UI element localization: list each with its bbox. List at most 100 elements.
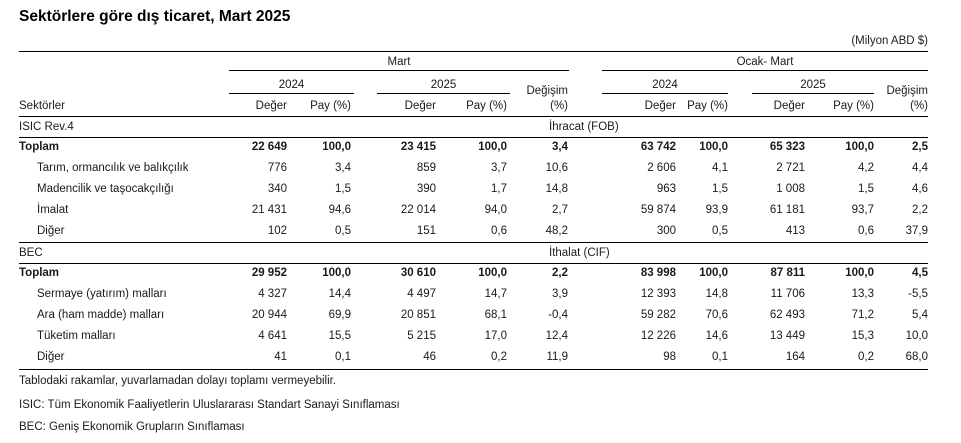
value-header: Değer (773, 100, 805, 112)
table-cell: 62 493 (769, 309, 805, 321)
row-label: Diğer (37, 351, 65, 363)
table-cell: 17,0 (484, 330, 507, 342)
ocak-mart-group-rule (602, 70, 928, 71)
group-header-mart: Mart (387, 56, 411, 68)
year-header-ocak-2025: 2025 (800, 79, 826, 91)
table-cell: 68,0 (905, 351, 928, 363)
table-cell: 4 327 (258, 288, 287, 300)
table-cell: 29 952 (251, 267, 287, 279)
table-cell: 63 742 (640, 141, 676, 153)
table-cell: 3,4 (335, 162, 351, 174)
table-cell: 2 721 (776, 162, 805, 174)
table-cell: 413 (785, 225, 805, 237)
table-cell: 94,0 (484, 204, 507, 216)
table-cell: 102 (267, 225, 287, 237)
table-cell: 100,0 (478, 267, 507, 279)
table-cell: 2,2 (552, 267, 568, 279)
row-label: Tüketim malları (37, 330, 116, 342)
table-cell: 13 449 (769, 330, 805, 342)
table-bottom-rule (19, 369, 928, 370)
section-rule (19, 242, 928, 243)
section-rule (19, 263, 928, 264)
section-title-imports: İthalat (CIF) (549, 247, 610, 259)
table-cell: 68,1 (484, 309, 507, 321)
table-cell: 12,4 (545, 330, 568, 342)
table-cell: 963 (656, 183, 676, 195)
table-cell: 859 (416, 162, 436, 174)
table-cell: 37,9 (905, 225, 928, 237)
year-header-mart-2024: 2024 (278, 79, 305, 91)
table-cell: 70,6 (705, 309, 728, 321)
table-cell: 11 706 (770, 288, 805, 300)
table-cell: 300 (656, 225, 676, 237)
table-cell: 2,2 (912, 204, 928, 216)
row-label: Tarım, ormancılık ve balıkçılık (37, 162, 189, 174)
row-label: Diğer (37, 225, 65, 237)
table-cell: 1,5 (335, 183, 351, 195)
table-cell: 14,7 (484, 288, 507, 300)
share-header: Pay (%) (310, 100, 351, 112)
table-cell: 11,9 (546, 351, 568, 363)
year-header-mart-2025: 2025 (430, 79, 457, 91)
table-cell: 14,8 (545, 183, 568, 195)
table-cell: 0,2 (491, 351, 507, 363)
table-cell: 0,5 (712, 225, 728, 237)
table-cell: 22 014 (400, 204, 436, 216)
top-rule (19, 51, 928, 52)
table-cell: 94,6 (328, 204, 351, 216)
table-cell: 100,0 (845, 141, 874, 153)
table-cell: 69,9 (328, 309, 351, 321)
table-cell: 59 282 (640, 309, 676, 321)
row-label: Toplam (19, 267, 60, 279)
section-label-isic: ISIC Rev.4 (19, 121, 74, 133)
table-cell: 12 393 (640, 288, 676, 300)
share-header: Pay (%) (466, 100, 507, 112)
table-cell: 4,2 (858, 162, 874, 174)
table-cell: 14,4 (328, 288, 351, 300)
table-cell: 4,5 (912, 267, 928, 279)
table-cell: 340 (267, 183, 287, 195)
change-header-mart: Değişim (526, 85, 568, 97)
table-cell: 93,7 (851, 204, 874, 216)
table-cell: 20 944 (251, 309, 287, 321)
table-cell: 5 215 (407, 330, 436, 342)
table-cell: 3,7 (491, 162, 507, 174)
table-cell: 100,0 (478, 141, 507, 153)
table-cell: 20 851 (400, 309, 436, 321)
mart-group-rule (229, 70, 569, 71)
sectors-header: Sektörler (19, 100, 66, 112)
table-cell: 10,6 (545, 162, 568, 174)
value-header: Değer (644, 100, 676, 112)
share-header: Pay (%) (833, 100, 874, 112)
table-cell: 12 226 (640, 330, 676, 342)
table-cell: 1,7 (491, 183, 507, 195)
table-cell: 0,6 (858, 225, 874, 237)
table-cell: 87 811 (770, 267, 805, 279)
share-header: Pay (%) (687, 100, 728, 112)
table-cell: 23 415 (400, 141, 436, 153)
table-cell: 0,6 (491, 225, 507, 237)
table-cell: 14,6 (705, 330, 728, 342)
table-cell: 65 323 (769, 141, 805, 153)
table-cell: 59 874 (640, 204, 676, 216)
year-header-ocak-2024: 2024 (652, 79, 678, 91)
table-cell: 4 641 (258, 330, 287, 342)
table-cell: 4,4 (912, 162, 928, 174)
table-cell: -0,4 (548, 309, 568, 321)
table-cell: -5,5 (908, 288, 928, 300)
table-cell: 390 (416, 183, 436, 195)
table-cell: 15,3 (851, 330, 874, 342)
table-cell: 15,5 (328, 330, 351, 342)
table-cell: 1 008 (776, 183, 805, 195)
value-header: Değer (255, 100, 287, 112)
section-rule (19, 137, 928, 138)
table-cell: 5,4 (912, 309, 928, 321)
table-cell: 0,5 (335, 225, 351, 237)
table-cell: 3,4 (552, 141, 568, 153)
table-cell: 71,2 (851, 309, 874, 321)
note-rounding: Tablodaki rakamlar, yuvarlamadan dolayı … (19, 375, 337, 387)
mart-2024-rule (229, 93, 354, 94)
row-label: Ara (ham madde) malları (37, 309, 165, 321)
table-cell: 22 649 (251, 141, 287, 153)
change-header-ocak: Değişim (886, 85, 928, 97)
